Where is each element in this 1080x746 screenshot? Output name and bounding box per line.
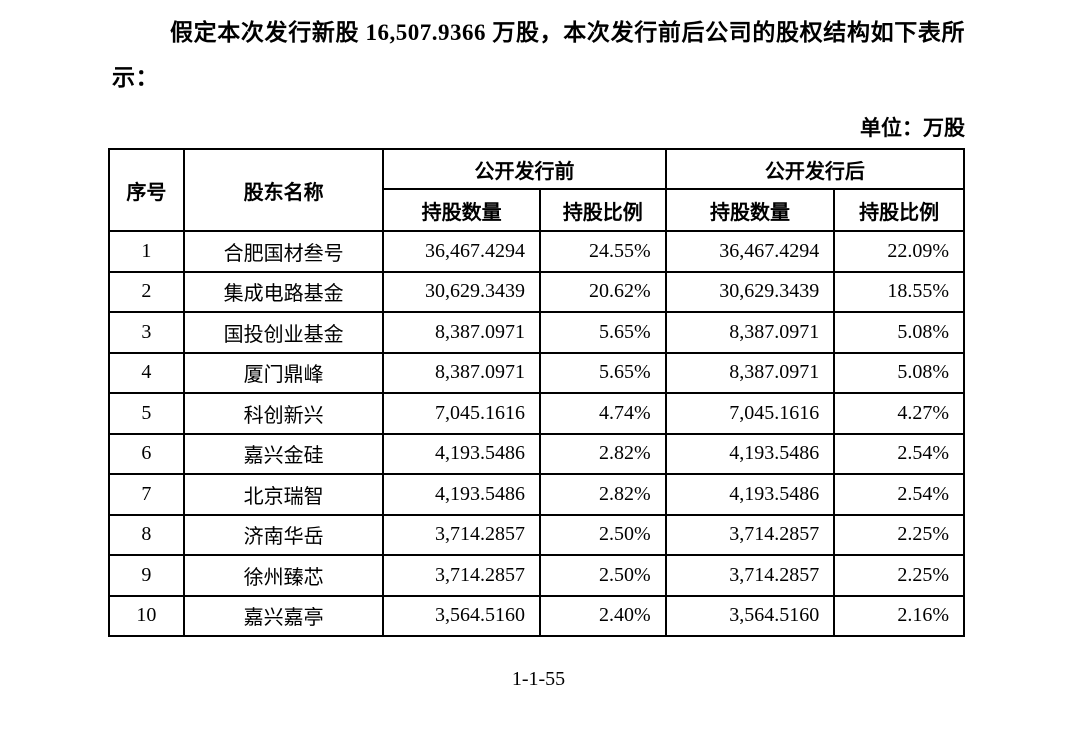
table-row: 4 厦门鼎峰 8,387.0971 5.65% 8,387.0971 5.08%: [108, 351, 965, 394]
shares-before-cell: 3,714.2857: [382, 513, 541, 556]
ratio-after-cell: 2.16%: [833, 594, 965, 637]
shares-before-cell: 30,629.3439: [382, 270, 541, 313]
ratio-before-cell: 2.50%: [538, 554, 667, 597]
shares-after-cell: 36,467.4294: [664, 230, 836, 273]
header-pre-offering: 公开发行前: [382, 148, 667, 190]
ratio-after-cell: 5.08%: [833, 351, 965, 394]
shares-before-cell: 4,193.5486: [382, 432, 541, 475]
header-share-ratio-after: 持股比例: [833, 188, 965, 232]
ratio-before-cell: 20.62%: [538, 270, 667, 313]
shareholder-name-cell: 徐州臻芯: [182, 554, 385, 597]
ratio-after-cell: 18.55%: [833, 270, 965, 313]
header-share-ratio-before: 持股比例: [538, 188, 667, 232]
shares-after-cell: 8,387.0971: [664, 351, 836, 394]
shares-before-cell: 4,193.5486: [382, 473, 541, 516]
shareholder-name-cell: 科创新兴: [182, 392, 385, 435]
shares-before-cell: 3,564.5160: [382, 594, 541, 637]
ratio-after-cell: 2.54%: [833, 473, 965, 516]
shares-after-cell: 4,193.5486: [664, 432, 836, 475]
header-shareholder-name: 股东名称: [182, 148, 385, 232]
shares-before-cell: 8,387.0971: [382, 351, 541, 394]
seq-cell: 10: [108, 594, 185, 637]
header-shares-held-before: 持股数量: [382, 188, 541, 232]
shareholder-name-cell: 国投创业基金: [182, 311, 385, 354]
seq-cell: 5: [108, 392, 185, 435]
seq-cell: 6: [108, 432, 185, 475]
shares-after-cell: 3,564.5160: [664, 594, 836, 637]
table-row: 5 科创新兴 7,045.1616 4.74% 7,045.1616 4.27%: [108, 392, 965, 435]
seq-cell: 1: [108, 230, 185, 273]
ratio-before-cell: 4.74%: [538, 392, 667, 435]
header-seq: 序号: [108, 148, 185, 232]
shareholder-name-cell: 厦门鼎峰: [182, 351, 385, 394]
shares-before-cell: 8,387.0971: [382, 311, 541, 354]
ratio-after-cell: 2.54%: [833, 432, 965, 475]
table-row: 1 合肥国材叁号 36,467.4294 24.55% 36,467.4294 …: [108, 230, 965, 273]
ratio-before-cell: 5.65%: [538, 311, 667, 354]
page-number: 1-1-55: [511, 668, 566, 690]
shareholder-name-cell: 济南华岳: [182, 513, 385, 556]
shareholder-name-cell: 嘉兴嘉亭: [182, 594, 385, 637]
header-shares-held-after: 持股数量: [664, 188, 836, 232]
table-row: 8 济南华岳 3,714.2857 2.50% 3,714.2857 2.25%: [108, 513, 965, 556]
seq-cell: 7: [108, 473, 185, 516]
ratio-before-cell: 24.55%: [538, 230, 667, 273]
shareholder-name-cell: 集成电路基金: [182, 270, 385, 313]
shares-after-cell: 4,193.5486: [664, 473, 836, 516]
ratio-before-cell: 5.65%: [538, 351, 667, 394]
table-row: 3 国投创业基金 8,387.0971 5.65% 8,387.0971 5.0…: [108, 311, 965, 354]
seq-cell: 2: [108, 270, 185, 313]
table-row: 6 嘉兴金硅 4,193.5486 2.82% 4,193.5486 2.54%: [108, 432, 965, 475]
table-header: 序号 股东名称 公开发行前 公开发行后 持股数量 持股比例 持股数量 持股比例: [108, 148, 966, 232]
table-row: 9 徐州臻芯 3,714.2857 2.50% 3,714.2857 2.25%: [108, 554, 965, 597]
ratio-before-cell: 2.82%: [538, 432, 667, 475]
table-row: 10 嘉兴嘉亭 3,564.5160 2.40% 3,564.5160 2.16…: [108, 594, 965, 637]
intro-paragraph: 假定本次发行新股 16,507.9366 万股，本次发行前后公司的股权结构如下表…: [112, 20, 965, 90]
shares-after-cell: 3,714.2857: [664, 554, 836, 597]
table-body: 1 合肥国材叁号 36,467.4294 24.55% 36,467.4294 …: [108, 230, 965, 637]
shares-after-cell: 7,045.1616: [664, 392, 836, 435]
unit-note: 单位：万股: [860, 116, 965, 140]
shares-before-cell: 3,714.2857: [382, 554, 541, 597]
table-row: 2 集成电路基金 30,629.3439 20.62% 30,629.3439 …: [108, 270, 965, 313]
shareholding-structure-table: 序号 股东名称 公开发行前 公开发行后 持股数量 持股比例 持股数量 持股比例 …: [108, 148, 966, 637]
seq-cell: 8: [108, 513, 185, 556]
ratio-after-cell: 5.08%: [833, 311, 965, 354]
table-row: 7 北京瑞智 4,193.5486 2.82% 4,193.5486 2.54%: [108, 473, 965, 516]
shares-before-cell: 7,045.1616: [382, 392, 541, 435]
seq-cell: 4: [108, 351, 185, 394]
shareholder-name-cell: 合肥国材叁号: [182, 230, 385, 273]
shares-after-cell: 8,387.0971: [664, 311, 836, 354]
shareholder-name-cell: 北京瑞智: [182, 473, 385, 516]
ratio-before-cell: 2.82%: [538, 473, 667, 516]
shareholder-name-cell: 嘉兴金硅: [182, 432, 385, 475]
ratio-before-cell: 2.40%: [538, 594, 667, 637]
shares-after-cell: 30,629.3439: [664, 270, 836, 313]
shares-after-cell: 3,714.2857: [664, 513, 836, 556]
ratio-after-cell: 4.27%: [833, 392, 965, 435]
seq-cell: 9: [108, 554, 185, 597]
header-post-offering: 公开发行后: [664, 148, 966, 190]
ratio-after-cell: 2.25%: [833, 513, 965, 556]
ratio-before-cell: 2.50%: [538, 513, 667, 556]
seq-cell: 3: [108, 311, 185, 354]
shares-before-cell: 36,467.4294: [382, 230, 541, 273]
ratio-after-cell: 2.25%: [833, 554, 965, 597]
ratio-after-cell: 22.09%: [833, 230, 965, 273]
